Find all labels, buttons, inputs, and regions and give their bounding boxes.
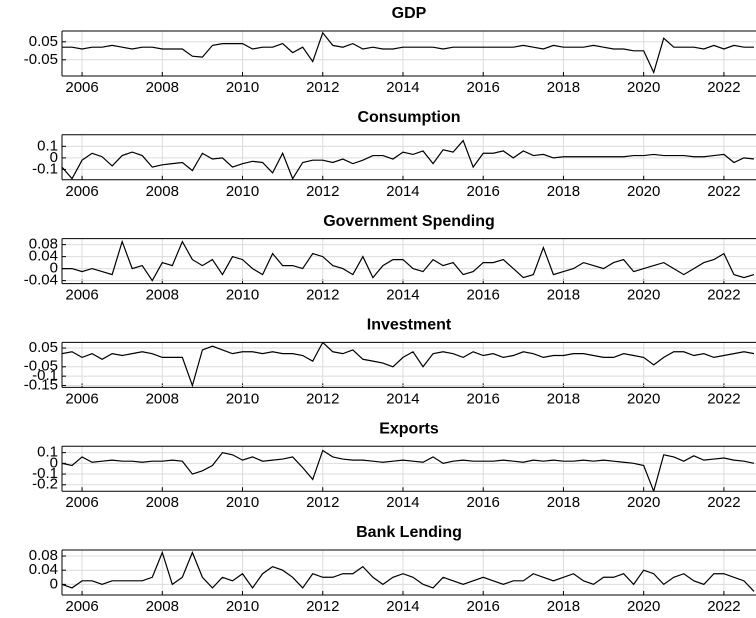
x-tick-label: 2022 (707, 287, 740, 304)
x-tick-label: 2014 (386, 287, 419, 304)
x-tick-label: 2016 (467, 494, 500, 511)
panel: Investment 2006 2008 2010 2012 2014 2016 2018 20… (24, 317, 756, 407)
y-tick-label: 0 (50, 575, 58, 592)
x-tick-label: 2010 (226, 494, 259, 511)
y-tick-label: -0.1 (32, 160, 58, 177)
x-tick-label: 2016 (467, 390, 500, 407)
x-tick-label: 2008 (146, 287, 179, 304)
x-tick-label: 2022 (707, 494, 740, 511)
x-tick-label: 2012 (306, 494, 339, 511)
panel: Consumption 2006 2008 2010 2012 2014 2016 2018 2… (32, 109, 756, 200)
x-tick-label: 2010 (226, 390, 259, 407)
panel: GDP 2006 2008 2010 2012 2014 2016 2018 2020 2022 -… (24, 5, 756, 96)
x-tick-label: 2010 (226, 598, 259, 615)
x-tick-label: 2022 (707, 79, 740, 96)
panel-title: GDP (392, 5, 427, 22)
x-tick-label: 2006 (65, 390, 98, 407)
x-tick-label: 2016 (467, 79, 500, 96)
x-tick-label: 2020 (627, 494, 660, 511)
x-tick-label: 2022 (707, 183, 740, 200)
y-tick-label: 0.08 (29, 547, 58, 564)
series-line (62, 342, 755, 388)
x-tick-label: 2006 (65, 287, 98, 304)
x-tick-label: 2012 (306, 79, 339, 96)
panel-title: Government Spending (323, 213, 495, 230)
x-tick-label: 2018 (547, 287, 580, 304)
x-tick-label: 2020 (627, 390, 660, 407)
series-line (62, 239, 755, 282)
x-tick-label: 2018 (547, 598, 580, 615)
x-tick-label: 2006 (65, 183, 98, 200)
y-tick-label: 0.1 (37, 444, 58, 461)
x-tick-label: 2012 (306, 183, 339, 200)
x-tick-label: 2020 (627, 287, 660, 304)
x-tick-label: 2022 (707, 390, 740, 407)
y-tick-label: 0.08 (29, 236, 58, 253)
x-tick-label: 2014 (386, 183, 419, 200)
y-tick-label: 0.05 (29, 339, 58, 356)
y-tick-label: 0.05 (29, 33, 58, 50)
y-tick-label: 0.04 (29, 561, 58, 578)
x-tick-label: 2018 (547, 390, 580, 407)
y-tick-label: 0.04 (29, 248, 58, 265)
x-tick-label: 2014 (386, 598, 419, 615)
x-tick-label: 2014 (386, 494, 419, 511)
x-tick-label: 2008 (146, 183, 179, 200)
series-line (62, 31, 754, 75)
x-tick-label: 2014 (386, 79, 419, 96)
y-tick-label: -0.1 (32, 367, 58, 384)
x-tick-label: 2010 (226, 183, 259, 200)
y-tick-label: 0 (50, 149, 58, 166)
x-tick-label: 2020 (627, 183, 660, 200)
y-tick-label: -0.04 (24, 272, 58, 289)
x-tick-label: 2008 (146, 390, 179, 407)
x-tick-label: 2022 (707, 598, 740, 615)
x-tick-label: 2008 (146, 598, 179, 615)
x-tick-label: 2018 (547, 79, 580, 96)
y-tick-label: -0.2 (32, 476, 58, 493)
x-tick-label: 2010 (226, 287, 259, 304)
x-tick-label: 2018 (547, 494, 580, 511)
x-tick-label: 2006 (65, 598, 98, 615)
y-tick-label: 0 (50, 260, 58, 277)
x-tick-label: 2010 (226, 79, 259, 96)
panel: Bank Lending 2006 2008 2010 2012 2014 2016 2018… (29, 524, 756, 615)
series-line (62, 449, 755, 492)
y-tick-label: 0 (50, 454, 58, 471)
x-tick-label: 2012 (306, 287, 339, 304)
x-tick-label: 2012 (306, 390, 339, 407)
panel-title: Investment (367, 317, 452, 334)
y-tick-label: -0.05 (24, 358, 58, 375)
x-tick-label: 2016 (467, 287, 500, 304)
panel-title: Bank Lending (356, 524, 462, 541)
series-line (62, 139, 755, 180)
panel-title: Consumption (357, 109, 460, 126)
x-tick-label: 2020 (627, 598, 660, 615)
panel: Exports 2006 2008 2010 2012 2014 2016 2018 2020 2… (32, 420, 756, 511)
x-tick-label: 2008 (146, 494, 179, 511)
y-tick-label: -0.15 (24, 376, 58, 393)
series-line (62, 550, 755, 592)
x-tick-label: 2018 (547, 183, 580, 200)
x-tick-label: 2014 (386, 390, 419, 407)
x-tick-label: 2016 (467, 598, 500, 615)
panel-title: Exports (379, 420, 439, 437)
x-tick-label: 2008 (146, 79, 179, 96)
x-tick-label: 2006 (65, 494, 98, 511)
panel: Government Spending 2006 2008 2010 2012 2014 2… (24, 213, 756, 304)
x-tick-label: 2006 (65, 79, 98, 96)
y-tick-label: -0.1 (32, 465, 58, 482)
y-tick-label: -0.05 (24, 51, 58, 68)
y-tick-label: 0.1 (37, 137, 58, 154)
x-tick-label: 2012 (306, 598, 339, 615)
x-tick-label: 2020 (627, 79, 660, 96)
x-tick-label: 2016 (467, 183, 500, 200)
